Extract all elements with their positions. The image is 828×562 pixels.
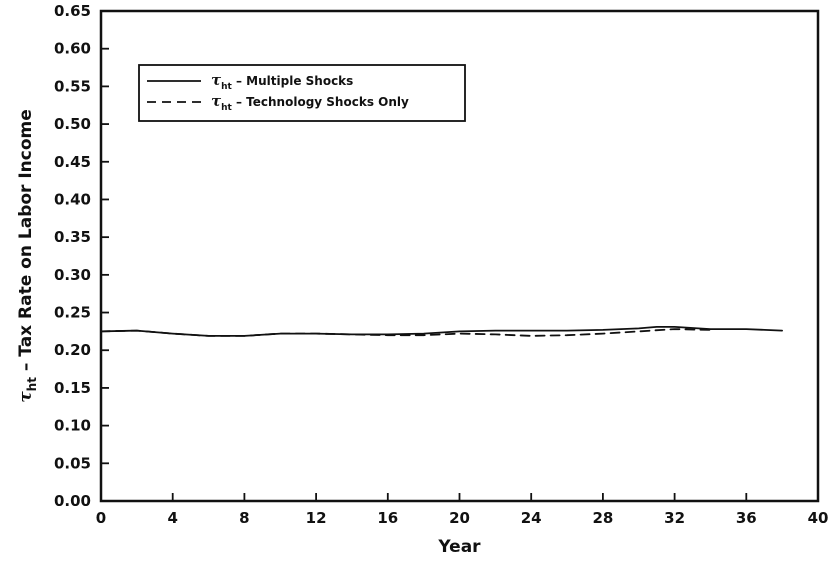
y-tick-label: 0.50 bbox=[54, 115, 91, 133]
legend-symbol: τ bbox=[211, 71, 222, 89]
x-tick-label: 20 bbox=[449, 509, 470, 527]
y-tick-label: 0.25 bbox=[54, 304, 91, 322]
y-tick-label: 0.00 bbox=[54, 492, 91, 510]
y-tick-label: 0.35 bbox=[54, 228, 91, 246]
x-tick-label: 36 bbox=[736, 509, 757, 527]
legend-subscript: ht bbox=[221, 82, 232, 92]
y-axis-title-text: – Tax Rate on Labor Income bbox=[16, 109, 36, 377]
x-tick-label: 12 bbox=[306, 509, 327, 527]
y-tick-label: 0.40 bbox=[54, 190, 91, 208]
y-tick-label: 0.55 bbox=[54, 77, 91, 95]
x-tick-label: 8 bbox=[239, 509, 249, 527]
series-line-technology-shocks bbox=[100, 328, 712, 337]
y-tick-label: 0.30 bbox=[54, 266, 91, 284]
legend-symbol: τ bbox=[211, 92, 222, 110]
x-tick-label: 0 bbox=[96, 509, 106, 527]
x-tick-label: 40 bbox=[808, 509, 828, 527]
y-tick-label: 0.65 bbox=[54, 2, 91, 20]
legend-label: τht – Multiple Shocks bbox=[211, 71, 353, 92]
y-tick-label: 0.45 bbox=[54, 153, 91, 171]
x-axis: 0 4 8 12 16 20 24 28 32 36 40 bbox=[96, 493, 828, 527]
x-tick-label: 32 bbox=[664, 509, 685, 527]
x-tick-label: 16 bbox=[377, 509, 398, 527]
y-tick-label: 0.60 bbox=[54, 40, 91, 58]
y-axis-title-subscript: ht bbox=[25, 377, 39, 392]
y-tick-label: 0.20 bbox=[54, 341, 91, 359]
x-axis-title: Year bbox=[437, 537, 481, 557]
x-tick-label: 28 bbox=[592, 509, 613, 527]
legend-text: – Multiple Shocks bbox=[232, 74, 354, 88]
x-tick-label: 24 bbox=[521, 509, 542, 527]
legend-subscript: ht bbox=[221, 103, 232, 113]
legend-text: – Technology Shocks Only bbox=[232, 95, 409, 109]
y-axis: 0.00 0.05 0.10 0.15 0.20 0.25 0.30 0.35 0.40 0.45… bbox=[54, 2, 109, 510]
y-tick-label: 0.15 bbox=[54, 379, 91, 397]
y-axis-title: τht – Tax Rate on Labor Income bbox=[16, 109, 39, 403]
series-line-multiple-shocks bbox=[100, 325, 783, 337]
series-layer bbox=[100, 325, 783, 337]
legend-label: τht – Technology Shocks Only bbox=[211, 92, 409, 113]
y-axis-title-symbol: τ bbox=[16, 391, 36, 403]
y-tick-label: 0.10 bbox=[54, 417, 91, 435]
legend-box bbox=[138, 64, 466, 122]
x-tick-label: 4 bbox=[167, 509, 177, 527]
y-tick-label: 0.05 bbox=[54, 454, 91, 472]
